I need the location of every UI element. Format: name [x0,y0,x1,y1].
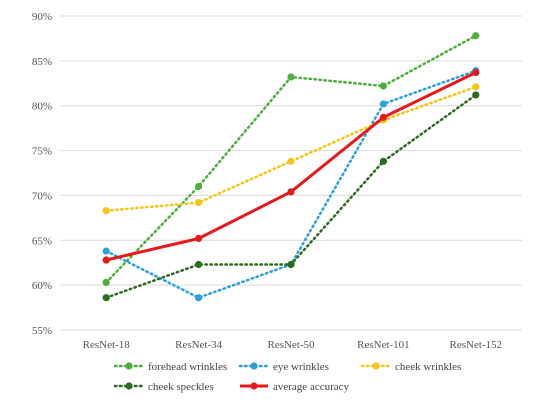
y-tick-label: 65% [32,235,52,247]
legend-item: eye wrinkles [238,361,329,373]
y-tick-label: 90% [32,11,52,23]
x-axis-ticks: ResNet-18 ResNet-34 ResNet-50 ResNet-101 Res… [83,339,502,351]
x-tick-label: ResNet-152 [450,339,503,351]
legend: forehead wrinkles eye wrinkles cheek wrink… [113,361,461,393]
series [102,32,480,287]
data-point [472,83,480,91]
data-point [195,234,203,243]
series [102,91,480,302]
legend-swatch-marker [250,362,258,370]
x-tick-label: ResNet-34 [175,339,223,351]
data-point [102,278,110,287]
gridlines [60,15,522,331]
legend-item: forehead wrinkles [113,361,227,373]
x-tick-label: ResNet-50 [267,339,315,351]
legend-label: cheek wrinkles [395,361,461,373]
data-point [472,32,480,40]
y-tick-label: 60% [32,280,52,292]
series [102,68,480,264]
data-point [195,182,203,191]
data-point [379,113,387,121]
legend-label: eye wrinkles [273,361,329,373]
legend-item: cheek speckles [113,381,214,393]
data-point [195,294,203,302]
x-tick-label: ResNet-18 [83,339,131,351]
data-point [472,68,480,77]
data-point [287,260,295,269]
y-tick-label: 85% [32,56,52,68]
legend-item: cheek wrinkles [360,361,461,373]
legend-swatch-marker [125,382,133,390]
legend-swatch-marker [250,382,258,390]
data-point [195,260,203,269]
y-tick-label: 55% [32,325,52,337]
legend-label: forehead wrinkles [148,361,227,373]
legend-label: average accuracy [273,381,350,393]
y-tick-label: 70% [32,190,52,202]
data-point [102,294,110,302]
series-lines [102,32,480,302]
data-point [102,207,110,215]
legend-swatch-marker [372,362,380,370]
data-point [379,157,387,165]
legend-swatch-marker [125,362,133,370]
data-point [379,100,387,108]
data-point [102,247,110,255]
data-point [195,199,203,207]
data-point [287,157,295,165]
data-point [472,91,480,99]
y-axis-ticks: 55% 60% 65% 70% 75% 80% 85% 90% [32,11,52,337]
series-line [105,71,477,262]
data-point [379,82,387,90]
data-point [102,256,110,264]
x-tick-label: ResNet-101 [357,339,410,351]
y-tick-label: 80% [32,101,52,113]
legend-label: cheek speckles [148,381,214,393]
legend-item: average accuracy [240,381,350,393]
data-point [287,188,295,196]
y-tick-label: 75% [32,146,52,158]
data-point [287,73,295,81]
